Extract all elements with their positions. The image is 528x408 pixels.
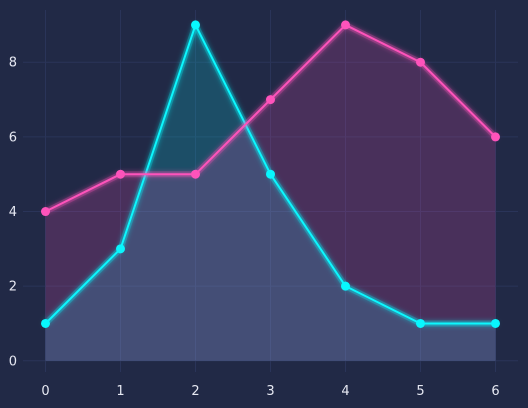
y-axis-ticks: 0 2 4 6 8 [9,56,17,370]
grid [23,10,518,372]
series-1-area [45,24,496,361]
y-tick-label: 6 [9,130,17,145]
series-0-area [45,24,496,361]
data-points [41,20,500,328]
series-1-point-6 [491,132,500,142]
series-0-point-5 [416,318,425,328]
series-1-point-1 [116,169,125,179]
x-tick-label: 6 [491,384,499,399]
x-tick-label: 5 [416,384,424,399]
y-tick-label: 2 [9,280,17,295]
x-tick-label: 0 [41,384,49,399]
x-tick-label: 2 [191,384,199,399]
y-tick-label: 8 [9,56,17,71]
x-tick-label: 3 [266,384,274,399]
series-0-point-0 [41,318,50,328]
series-1-point-0 [41,207,50,217]
x-axis-ticks: 0 1 2 3 4 5 6 [41,384,499,399]
y-tick-label: 0 [9,354,17,369]
series-1-point-4 [341,20,350,30]
series-0-point-2 [191,20,200,30]
y-tick-label: 4 [9,205,17,220]
series-1-point-2 [191,169,200,179]
x-tick-label: 4 [341,384,349,399]
series-0-point-6 [491,318,500,328]
x-tick-label: 1 [116,384,124,399]
series-0-point-3 [266,169,275,179]
series-1-point-5 [416,57,425,67]
series-0-point-1 [116,244,125,254]
series-0-point-4 [341,281,350,291]
series-1-point-3 [266,95,275,105]
area-fills [45,24,496,361]
